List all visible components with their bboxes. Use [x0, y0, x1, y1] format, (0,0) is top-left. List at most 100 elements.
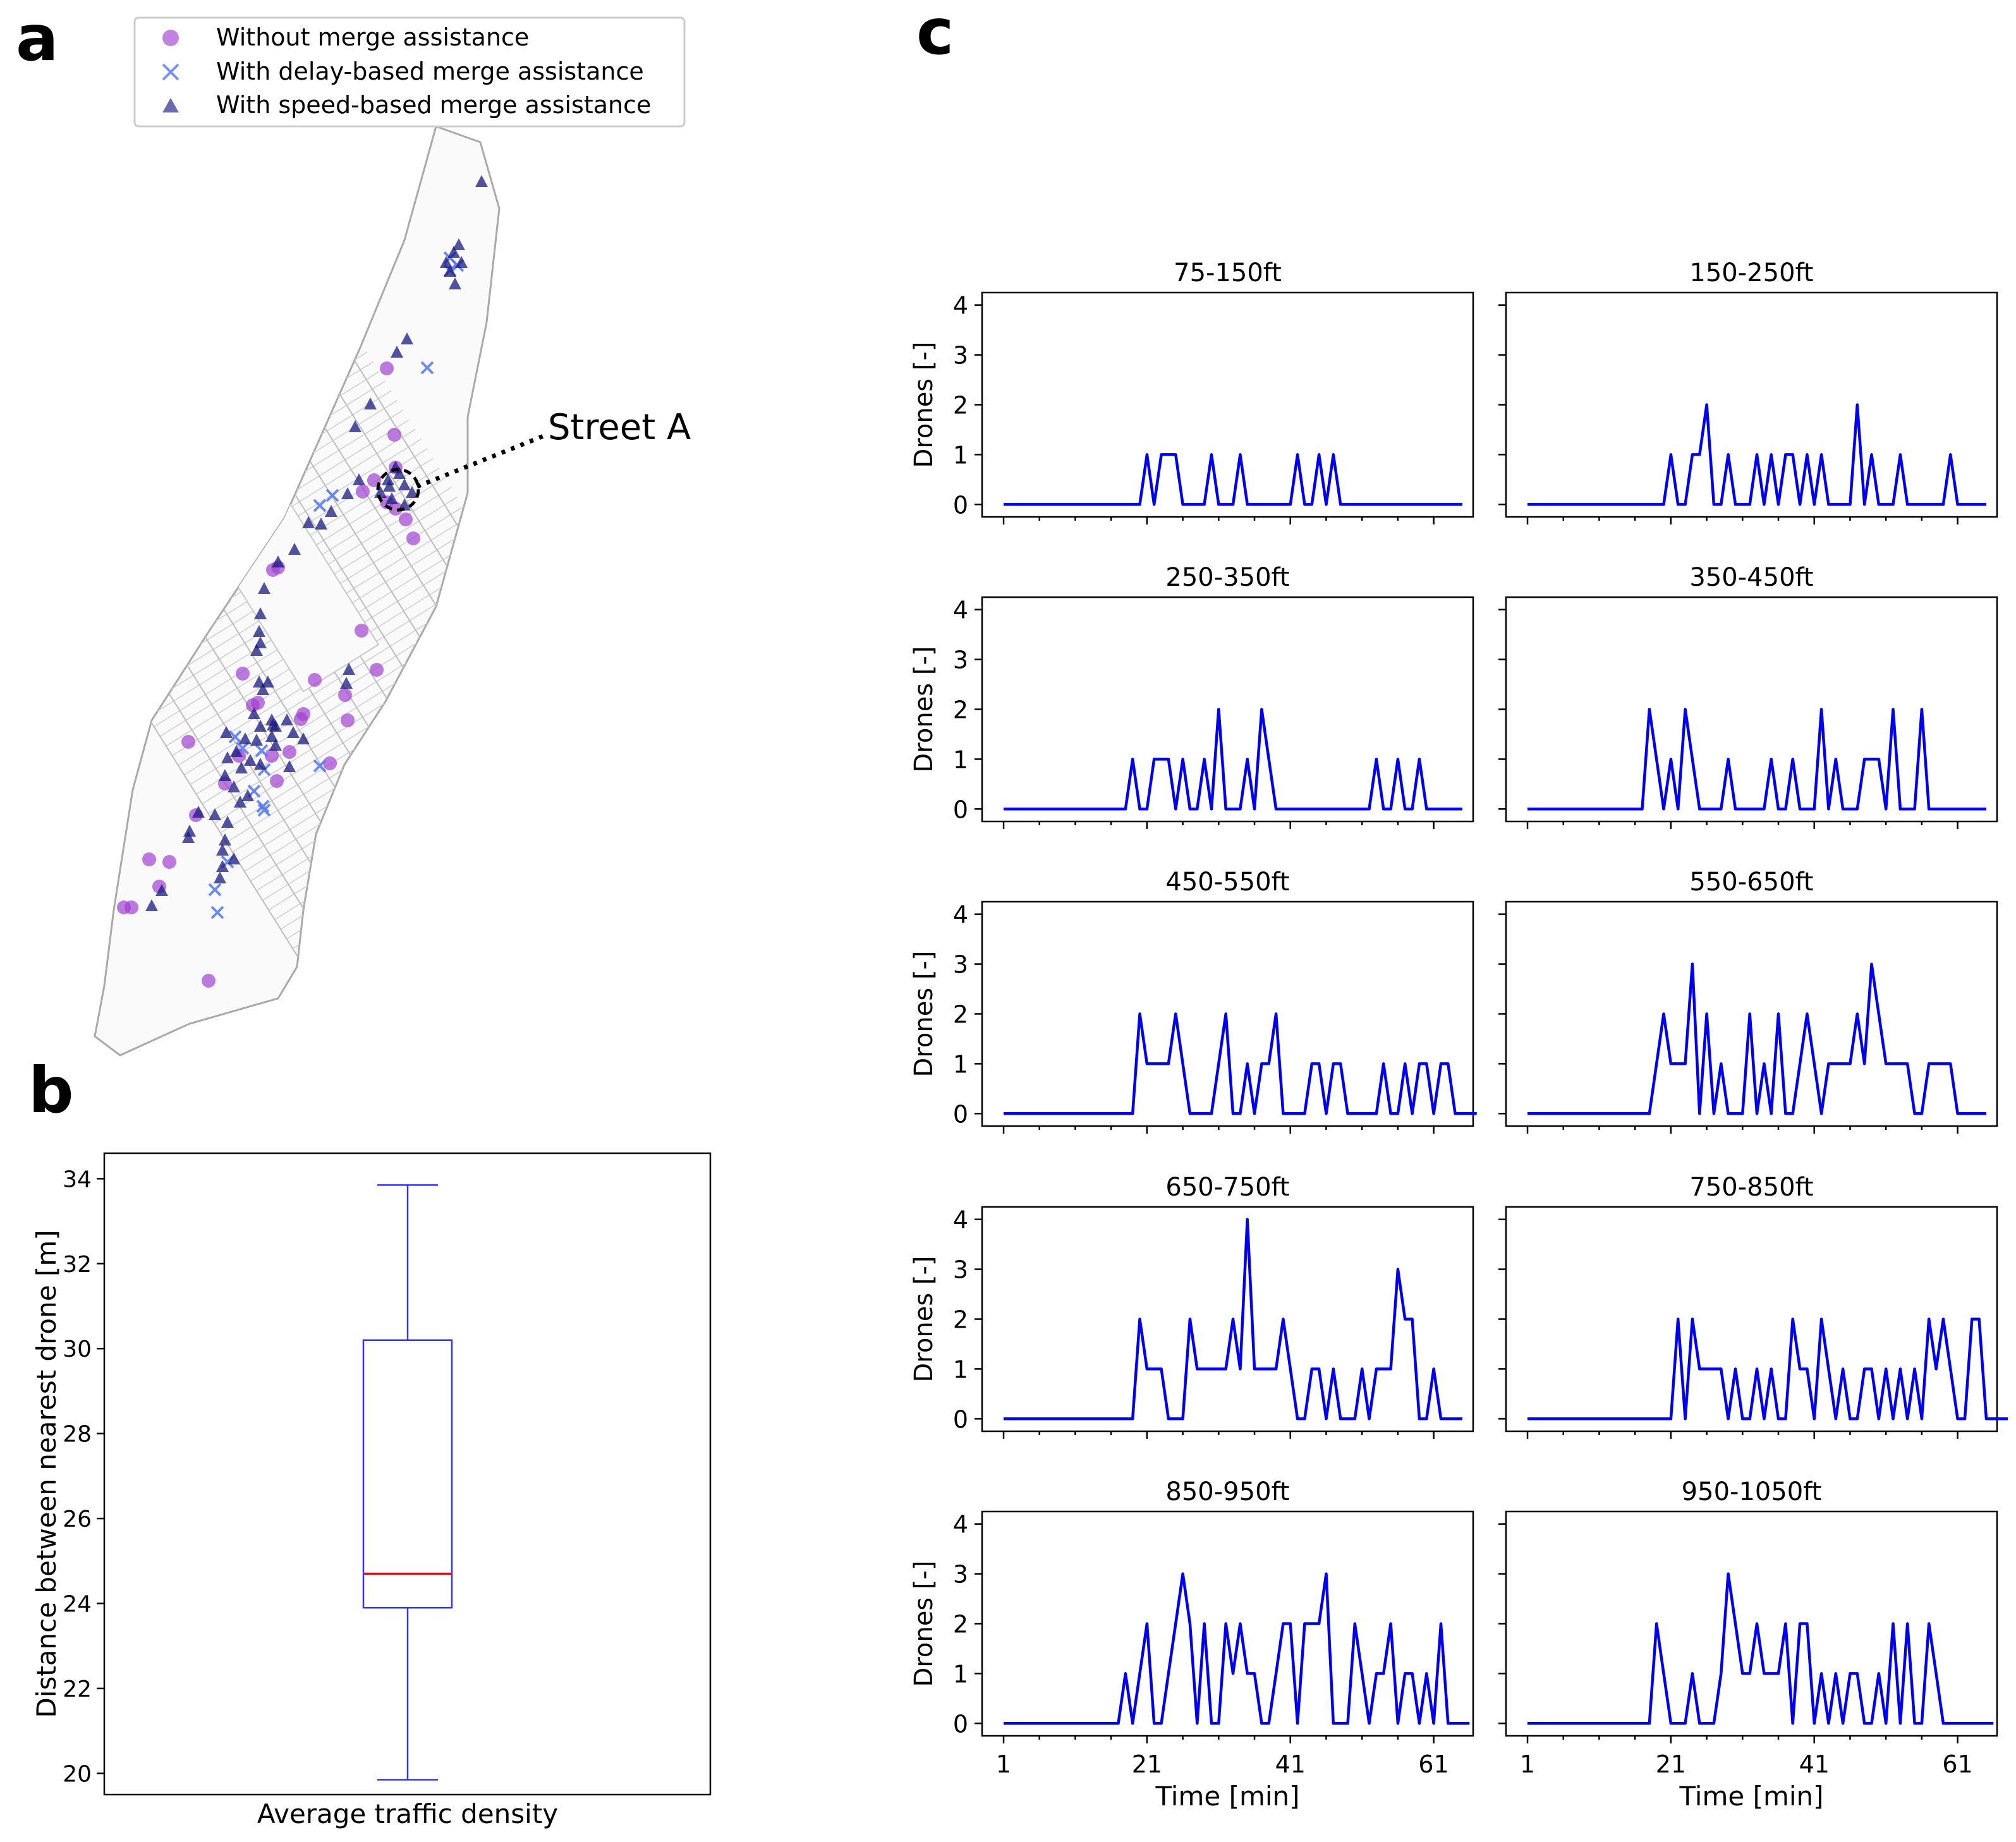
series-line	[1004, 1218, 1462, 1421]
street-line	[95, 226, 289, 428]
street-a-pointer	[416, 432, 548, 489]
subplot: 950-1050ft 1 21 41 61 Time [min]	[1498, 1477, 1998, 1812]
street-line	[304, 766, 499, 969]
street-line	[95, 303, 337, 506]
map-point-speed-based	[250, 644, 263, 656]
street-line	[95, 126, 223, 322]
y-tick-label: 0	[953, 1100, 968, 1128]
street-line	[95, 245, 301, 447]
street-line	[95, 313, 344, 515]
series-line	[1527, 403, 1986, 506]
map-point-speed-based	[265, 730, 278, 742]
map-point-speed-based	[182, 831, 195, 843]
y-tick-label: 4	[953, 597, 968, 624]
y-tick-label: 4	[953, 1206, 968, 1234]
subplot-frame	[981, 1206, 1474, 1433]
x-tick-label: 1	[1520, 1750, 1535, 1778]
y-tick-label: 1	[953, 746, 968, 773]
map-point-without-assistance	[370, 663, 384, 677]
map-point-speed-based	[239, 732, 252, 744]
street-line	[95, 255, 307, 457]
map-point-delay-based	[420, 361, 434, 375]
map-point-speed-based	[325, 505, 337, 517]
street-line	[95, 274, 319, 476]
subplot-title: 150-250ft	[1689, 258, 1813, 288]
map-point-speed-based	[386, 492, 398, 504]
y-axis-label: Distance between nearest drone [m]	[31, 1230, 62, 1718]
subplot-title: 650-750ft	[1165, 1173, 1289, 1202]
map-point-speed-based	[272, 555, 284, 567]
map-point-speed-based	[391, 346, 403, 358]
map-point-speed-based	[281, 713, 293, 725]
subplot-title: 950-1050ft	[1682, 1477, 1822, 1506]
y-tick-label: 30	[63, 1336, 92, 1362]
street-a-label: Street A	[548, 407, 691, 448]
map-point-speed-based	[401, 332, 413, 344]
series-line	[1527, 1318, 2008, 1421]
street-line	[95, 168, 253, 370]
x-axis-label: Time [min]	[1155, 1781, 1299, 1812]
map-point-speed-based	[228, 852, 240, 864]
map-point-without-assistance	[406, 531, 420, 545]
y-tick-label: 28	[63, 1422, 92, 1448]
map-point-speed-based	[440, 256, 452, 268]
y-tick-label: 2	[953, 1306, 968, 1334]
map-point-speed-based	[254, 607, 267, 619]
map-point-speed-based	[258, 582, 270, 594]
street-line	[431, 969, 499, 1055]
subplot-frame	[1505, 596, 1998, 823]
map-point-speed-based	[214, 871, 226, 883]
map-point-speed-based	[221, 816, 234, 828]
map-point-speed-based	[248, 707, 260, 719]
x-tick-label: 21	[1132, 1750, 1162, 1778]
map-point-delay-based	[256, 799, 270, 813]
series-line	[1004, 708, 1462, 811]
subplot-title: 75-150ft	[1174, 258, 1282, 288]
street-line	[95, 130, 229, 332]
street-line	[365, 863, 499, 1055]
street-line	[298, 756, 499, 959]
map-point-without-assistance	[308, 673, 322, 687]
map-point-speed-based	[155, 884, 168, 896]
map-point-speed-based	[244, 754, 257, 766]
y-axis-label: Drones [-]	[909, 1256, 938, 1383]
x-axis-label: Average traffic density	[257, 1798, 558, 1829]
subplot-title: 250-350ft	[1165, 563, 1289, 592]
boxplot-frame	[103, 1152, 712, 1796]
map-point-speed-based	[406, 486, 418, 498]
map-point-speed-based	[343, 663, 355, 675]
street-line	[401, 921, 499, 1055]
subplot-title: 550-650ft	[1689, 868, 1813, 897]
map-point-speed-based	[455, 256, 468, 268]
map-point-speed-based	[398, 499, 411, 511]
subplot: 350-450ft	[1498, 563, 1998, 829]
subplot: 450-550ft 0 1 2 3 4 Drones [-]	[909, 868, 1477, 1134]
street-line	[95, 216, 283, 419]
map-point-speed-based	[235, 761, 248, 773]
street-line	[95, 236, 295, 438]
boxplot-panel: 20 22 24 26 28 30 32 34 Average traffic density D…	[31, 1152, 712, 1829]
street-line	[95, 139, 235, 342]
street-line	[406, 930, 499, 1055]
x-tick-label: 41	[1275, 1750, 1306, 1778]
map-point-speed-based	[315, 518, 327, 530]
map-point-speed-based	[288, 543, 301, 555]
panel-label-b: b	[28, 1053, 74, 1127]
map-point-speed-based	[297, 732, 310, 744]
map-markers	[117, 175, 488, 988]
map-point-speed-based	[340, 677, 353, 689]
street-line	[316, 785, 499, 988]
y-tick-label: 1	[953, 1660, 968, 1688]
map-point-without-assistance	[202, 974, 216, 988]
map-point-delay-based	[210, 906, 224, 919]
map-point-speed-based	[349, 420, 361, 432]
street-line	[346, 833, 499, 1036]
map-point-delay-based	[313, 499, 327, 512]
iqr-box	[362, 1339, 453, 1609]
legend-label: Without merge assistance	[216, 23, 529, 51]
map-point-without-assistance	[356, 485, 370, 499]
map-point-speed-based	[393, 467, 406, 479]
map-point-delay-based	[228, 730, 242, 744]
street-line	[95, 284, 325, 487]
map-point-speed-based	[262, 676, 274, 688]
